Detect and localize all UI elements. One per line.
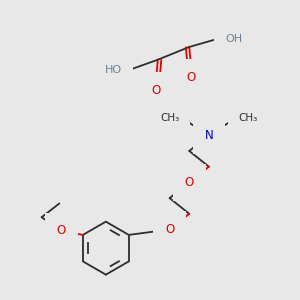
Text: HO: HO <box>104 64 122 74</box>
Text: O: O <box>187 71 196 84</box>
Text: OH: OH <box>226 34 243 44</box>
Text: CH₃: CH₃ <box>160 112 179 123</box>
Text: CH₃: CH₃ <box>238 112 258 123</box>
Text: O: O <box>151 84 160 97</box>
Text: O: O <box>184 176 194 189</box>
Text: O: O <box>165 223 174 236</box>
Text: O: O <box>57 224 66 238</box>
Text: N: N <box>205 129 213 142</box>
